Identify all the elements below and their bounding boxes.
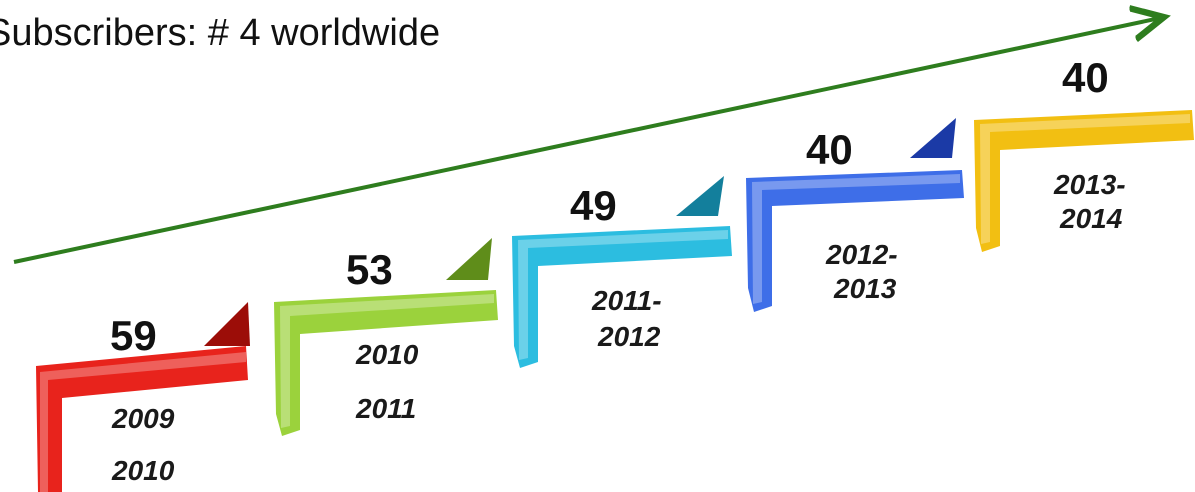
- step-2-rank: 53: [346, 246, 393, 293]
- trend-arrow: [13, 18, 1160, 264]
- arrowhead-icon: [676, 176, 724, 216]
- step-3: 49 2011- 2012: [512, 176, 732, 368]
- step-4-bracket: [746, 170, 964, 312]
- step-2-period-line2: 2011: [355, 393, 416, 424]
- step-5: 40 2013- 2014: [974, 54, 1194, 252]
- slide-title: Subscribers: # 4 worldwide: [0, 12, 441, 54]
- step-1: 59 2009 2010: [36, 302, 250, 492]
- step-1-bracket: [36, 346, 248, 492]
- step-5-rank: 40: [1062, 54, 1109, 101]
- step-4-period-line2: 2013: [833, 273, 897, 304]
- step-5-period-line1: 2013-: [1053, 169, 1126, 200]
- step-1-period-line2: 2010: [111, 455, 175, 486]
- step-1-period-line1: 2009: [111, 403, 175, 434]
- step-2-highlight: [280, 294, 494, 428]
- step-3-highlight: [518, 230, 728, 360]
- step-3-period-line2: 2012: [597, 321, 661, 352]
- step-3-bracket: [512, 226, 732, 368]
- step-3-period-line1: 2011-: [591, 285, 662, 316]
- step-1-rank: 59: [110, 312, 157, 359]
- step-2: 53 2010 2011: [274, 238, 498, 436]
- step-2-period-line1: 2010: [355, 339, 419, 370]
- step-4-highlight: [752, 174, 960, 304]
- step-5-bracket: [974, 110, 1194, 252]
- arrowhead-icon: [446, 238, 492, 280]
- step-4-period-line1: 2012-: [825, 239, 898, 270]
- step-5-highlight: [980, 114, 1190, 244]
- step-4-rank: 40: [806, 126, 853, 173]
- step-2-bracket: [274, 290, 498, 436]
- arrowhead-icon: [910, 118, 956, 158]
- step-4: 40 2012- 2013: [746, 118, 964, 312]
- step-5-period-line2: 2014: [1059, 203, 1123, 234]
- arrowhead-icon: [204, 302, 250, 346]
- step-3-rank: 49: [570, 182, 617, 229]
